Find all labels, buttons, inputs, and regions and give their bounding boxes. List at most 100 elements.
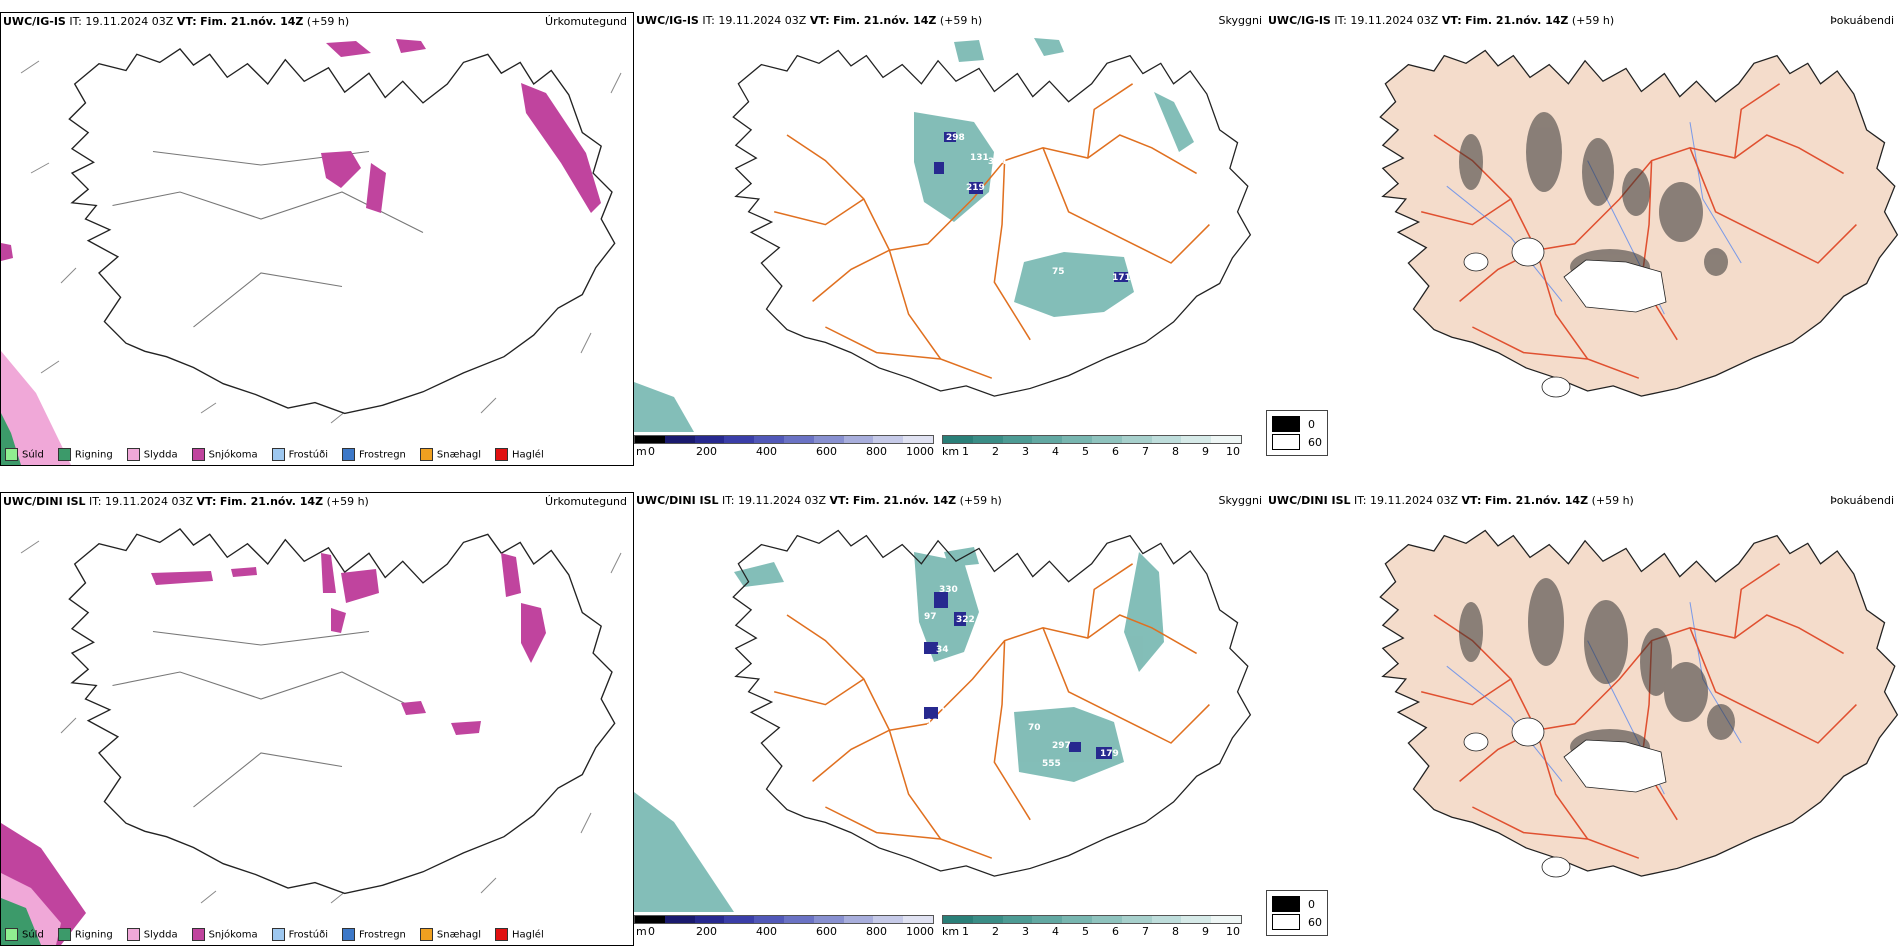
colorbar-tick: 9 — [1202, 445, 1209, 458]
legend-item: Frostúði — [271, 928, 328, 941]
panel-title: Úrkomutegund — [545, 495, 627, 508]
colorbar-m-bar — [634, 435, 934, 444]
cloud-base-map: 298 131 304 430 219 234 75 171 — [634, 38, 1251, 432]
panel-fog-dini: UWC/DINI ISL IT: 19.11.2024 03Z VT: Fim.… — [1266, 492, 1900, 944]
low-cloud-blue — [934, 132, 1128, 282]
legend-item: Súld — [5, 448, 44, 461]
contour-label: 70 — [1028, 723, 1041, 733]
precip-type-map — [1, 528, 622, 945]
contour-label: 75 — [1052, 267, 1065, 277]
panel-fog-ig: UWC/IG-IS IT: 19.11.2024 03Z VT: Fim. 21… — [1266, 12, 1900, 464]
fog-map — [1379, 49, 1898, 398]
legend-item: Snæhagl — [419, 448, 481, 461]
precip-type-map — [1, 39, 622, 465]
contour-label: 23 — [1164, 613, 1177, 623]
legend-swatch — [126, 448, 140, 461]
colorbar-tick: 400 — [756, 925, 777, 938]
legend-swatch — [495, 928, 509, 941]
legend-item: Snjókoma — [191, 928, 258, 941]
colorbar-tick: 800 — [866, 925, 887, 938]
legend-item: Rigning — [57, 928, 113, 941]
panel-cloud-base-ig: UWC/IG-IS IT: 19.11.2024 03Z VT: Fim. 21… — [634, 12, 1264, 464]
legend-swatch — [5, 928, 18, 941]
contour-label: 130 — [1159, 647, 1178, 657]
colorbar-tick: 600 — [816, 445, 837, 458]
colorbar-km: km 1 2 3 4 5 6 7 8 9 10 — [942, 435, 1242, 458]
legend-swatch — [57, 928, 71, 941]
contour-label: 136 — [926, 718, 945, 728]
panel-cloud-base-dini: UWC/DINI ISL IT: 19.11.2024 03Z VT: Fim.… — [634, 492, 1264, 944]
colorbar-tick: 10 — [1226, 925, 1240, 938]
colorbar-tick: 5 — [1082, 925, 1089, 938]
panel-header: UWC/IG-IS IT: 19.11.2024 03Z VT: Fim. 21… — [636, 14, 983, 27]
legend-item: Slydda — [126, 448, 178, 461]
contour-label: 219 — [966, 183, 985, 193]
fog-white — [1463, 717, 1667, 878]
colorbar-tick: 9 — [1202, 925, 1209, 938]
colorbar-tick: 200 — [696, 925, 717, 938]
fog-legend-swatch — [1272, 896, 1300, 912]
colorbar-tick: 800 — [866, 445, 887, 458]
legend-swatch — [57, 448, 71, 461]
legend-item: Snæhagl — [419, 928, 481, 941]
legend-swatch — [342, 448, 355, 461]
precip-legend: Súld Rigning Slydda Snjókoma Frostúði Fr… — [5, 928, 544, 941]
colorbar-tick: 0 — [648, 445, 655, 458]
colorbar-tick: 1 — [962, 925, 969, 938]
contour-label: 171 — [1112, 273, 1131, 283]
contour-label: 97 — [924, 612, 937, 622]
visibility-areas — [634, 547, 1164, 912]
colorbar-tick: 3 — [1022, 445, 1029, 458]
colorbar-unit: km — [942, 445, 960, 458]
colorbar-tick: 4 — [1052, 445, 1059, 458]
legend-swatch — [271, 448, 285, 461]
colorbar-tick: 600 — [816, 925, 837, 938]
sleet-area — [1, 351, 71, 465]
contour-label: 304 — [988, 157, 1007, 167]
fog-legend-item: 60 — [1272, 914, 1322, 930]
colorbar-tick: 10 — [1226, 445, 1240, 458]
legend-item: Frostúði — [271, 448, 328, 461]
colorbar-tick: 0 — [648, 925, 655, 938]
legend-swatch — [495, 448, 509, 461]
colorbar-tick: 1000 — [906, 925, 934, 938]
colorbar-tick: 8 — [1172, 925, 1179, 938]
panel-header: UWC/IG-IS IT: 19.11.2024 03Z VT: Fim. 21… — [3, 15, 350, 28]
colorbar-unit: m — [636, 925, 647, 938]
panel-precip-type-ig: UWC/IG-IS IT: 19.11.2024 03Z VT: Fim. 21… — [0, 12, 634, 466]
panel-title: Skyggni — [1218, 494, 1262, 507]
legend-swatch — [5, 448, 18, 461]
contour-label: 322 — [956, 615, 975, 625]
colorbar-unit: m — [636, 445, 647, 458]
colorbar-tick: 4 — [1052, 925, 1059, 938]
contour-label: 34 — [936, 645, 949, 655]
fog-legend: 0 60 — [1266, 890, 1328, 936]
contour-label: 297 — [1052, 741, 1071, 751]
fog-legend: 0 60 — [1266, 410, 1328, 456]
colorbar-tick: 1 — [962, 445, 969, 458]
panel-precip-type-dini: UWC/DINI ISL IT: 19.11.2024 03Z VT: Fim.… — [0, 492, 634, 946]
fog-legend-swatch — [1272, 914, 1300, 930]
legend-swatch — [191, 928, 205, 941]
colorbar-tick: 2 — [992, 445, 999, 458]
fog-white — [1463, 237, 1667, 398]
fog-legend-item: 0 — [1272, 896, 1322, 912]
colorbar-tick: 5 — [1082, 445, 1089, 458]
legend-item: Slydda — [126, 928, 178, 941]
legend-item: Frostregn — [342, 928, 406, 941]
colorbar-km: km 1 2 3 4 5 6 7 8 9 10 — [942, 915, 1242, 938]
snow-areas — [1, 39, 601, 261]
legend-item: Haglél — [495, 928, 544, 941]
colorbar-tick: 3 — [1022, 925, 1029, 938]
panel-title: Þokuábendi — [1830, 14, 1894, 27]
legend-swatch — [126, 928, 140, 941]
panel-header: UWC/DINI ISL IT: 19.11.2024 03Z VT: Fim.… — [636, 494, 1002, 507]
panel-header: UWC/DINI ISL IT: 19.11.2024 03Z VT: Fim.… — [3, 495, 369, 508]
fog-map — [1379, 529, 1898, 878]
legend-item: Rigning — [57, 448, 113, 461]
legend-item: Frostregn — [342, 448, 406, 461]
colorbar-tick: 200 — [696, 445, 717, 458]
legend-swatch — [419, 448, 433, 461]
fog-legend-item: 60 — [1272, 434, 1322, 450]
legend-item: Haglél — [495, 448, 544, 461]
